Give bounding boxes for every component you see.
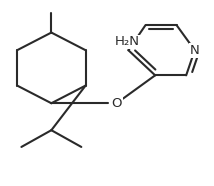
Text: N: N	[190, 44, 200, 57]
Text: O: O	[111, 97, 122, 110]
Text: H₂N: H₂N	[115, 35, 140, 48]
